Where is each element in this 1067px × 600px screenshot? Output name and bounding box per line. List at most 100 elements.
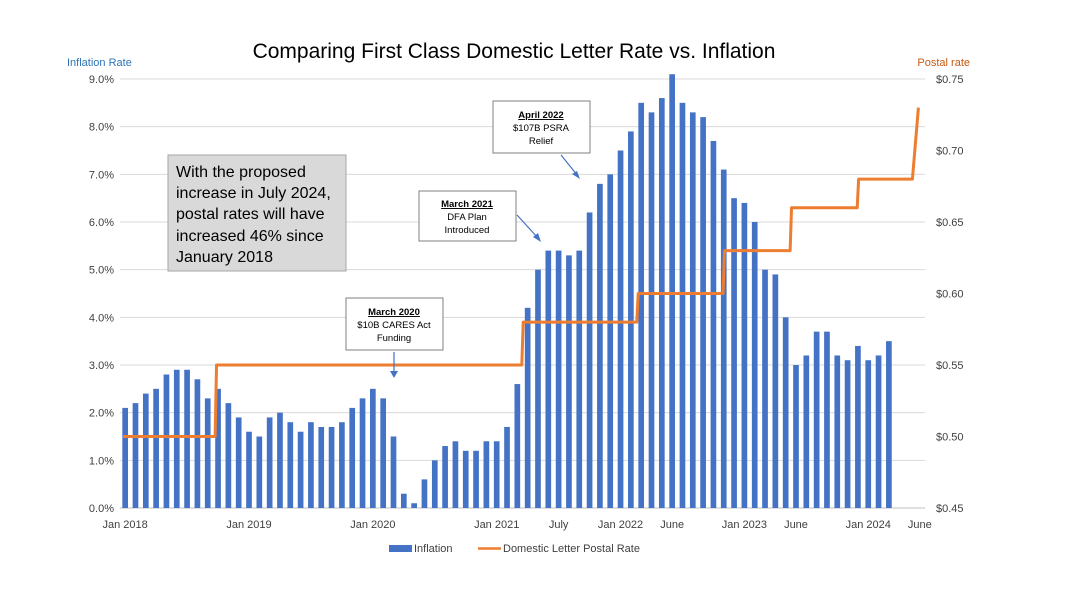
- x-tick-label: Jan 2018: [103, 519, 148, 531]
- inflation-bar: [122, 407, 128, 508]
- inflation-bar: [452, 441, 459, 508]
- annotation-line: $107B PSRA: [513, 123, 570, 134]
- inflation-bar: [607, 174, 614, 509]
- inflation-bar: [308, 422, 314, 508]
- inflation-bar: [689, 112, 696, 508]
- inflation-bar: [328, 426, 335, 508]
- annotation-line: Relief: [529, 136, 554, 147]
- inflation-bar: [545, 250, 552, 508]
- inflation-bar: [287, 422, 294, 508]
- inflation-bar: [555, 250, 562, 508]
- left-tick-label: 4.0%: [89, 312, 114, 324]
- inflation-bar: [772, 274, 779, 508]
- inflation-bar: [504, 426, 510, 508]
- left-axis-title: Inflation Rate: [67, 57, 132, 69]
- annotation-box: [345, 297, 444, 351]
- note-line-4: increased 46% since: [176, 228, 324, 245]
- right-tick-label: $0.45: [936, 503, 964, 515]
- chart-title: Comparing First Class Domestic Letter Ra…: [253, 40, 776, 63]
- left-tick-label: 3.0%: [89, 360, 114, 372]
- annotation-box: [418, 190, 517, 242]
- inflation-bar: [235, 417, 242, 508]
- left-tick-label: 0.0%: [89, 503, 114, 515]
- inflation-bar: [359, 398, 366, 508]
- inflation-bar: [638, 102, 645, 508]
- right-tick-label: $0.70: [936, 146, 964, 158]
- inflation-bar: [173, 369, 180, 508]
- inflation-bar: [163, 374, 170, 508]
- inflation-bar: [669, 74, 675, 508]
- annotation-march-2021: March 2021 DFA Plan Introduced: [418, 190, 541, 242]
- arrow-head-icon: [572, 171, 580, 179]
- inflation-bar: [473, 450, 479, 508]
- annotation-march-2020: March 2020 $10B CARES Act Funding: [345, 297, 444, 378]
- right-tick-label: $0.60: [936, 289, 964, 301]
- legend-inflation-swatch: [389, 545, 412, 552]
- inflation-bar: [442, 446, 448, 508]
- annotation-title: March 2021: [441, 199, 493, 210]
- inflation-bar: [803, 355, 810, 508]
- inflation-bar: [751, 222, 758, 508]
- inflation-bar: [524, 307, 531, 508]
- postal-rate-line: [123, 107, 920, 438]
- inflation-bar: [194, 379, 201, 508]
- inflation-bar: [782, 317, 789, 508]
- annotation-title: March 2020: [368, 307, 420, 318]
- inflation-bar: [865, 360, 872, 508]
- inflation-bar: [339, 422, 345, 508]
- note-box-background: [167, 154, 347, 272]
- annotation-line: DFA Plan: [447, 212, 487, 223]
- annotation-title: April 2022: [518, 110, 563, 121]
- inflation-bars: [122, 74, 892, 509]
- inflation-bar: [793, 365, 799, 508]
- annotation-april-2022: April 2022 $107B PSRA Relief: [492, 100, 591, 179]
- left-axis-ticks: 0.0% 1.0% 2.0% 3.0% 4.0% 5.0% 6.0% 7.0% 8.0% 9.0%: [89, 74, 114, 515]
- x-tick-label: June: [784, 519, 808, 531]
- inflation-bar: [431, 460, 438, 508]
- right-tick-label: $0.75: [936, 74, 964, 86]
- inflation-bar: [741, 202, 748, 508]
- right-tick-label: $0.55: [936, 360, 964, 372]
- note-line-2: increase in July 2024,: [176, 185, 331, 202]
- inflation-bar: [349, 407, 356, 508]
- inflation-bar: [256, 436, 263, 508]
- annotation-arrow: [516, 214, 539, 239]
- inflation-bar: [535, 269, 541, 508]
- note-line-5: January 2018: [176, 249, 273, 266]
- inflation-bar: [824, 331, 830, 508]
- inflation-bar: [813, 331, 820, 508]
- inflation-bar: [886, 341, 892, 508]
- x-axis-ticks: Jan 2018 Jan 2019 Jan 2020 Jan 2021 July Jan …: [103, 519, 932, 531]
- inflation-bar: [597, 183, 603, 508]
- postal-rate-step-line: [123, 107, 920, 438]
- x-tick-label: Jan 2022: [598, 519, 643, 531]
- inflation-bar: [493, 441, 500, 508]
- x-tick-label: Jan 2019: [226, 519, 271, 531]
- inflation-bar: [679, 102, 686, 508]
- note-line-1: With the proposed: [176, 164, 306, 181]
- inflation-bar: [370, 388, 376, 508]
- right-axis-title: Postal rate: [917, 57, 970, 69]
- inflation-bar: [710, 140, 717, 508]
- inflation-bar: [576, 250, 583, 508]
- inflation-bar: [266, 417, 273, 508]
- inflation-bar: [400, 493, 407, 508]
- inflation-bar: [762, 269, 768, 508]
- left-tick-label: 8.0%: [89, 122, 114, 134]
- legend: Inflation Domestic Letter Postal Rate: [389, 543, 640, 555]
- inflation-bar: [514, 384, 521, 508]
- inflation-bar: [246, 431, 252, 508]
- inflation-bar: [566, 255, 572, 508]
- inflation-bar: [411, 503, 417, 508]
- left-tick-label: 7.0%: [89, 169, 114, 181]
- inflation-bar: [586, 212, 593, 508]
- x-tick-label: June: [908, 519, 932, 531]
- inflation-bar: [132, 403, 139, 508]
- inflation-bar: [855, 345, 861, 508]
- inflation-bar: [844, 360, 851, 508]
- inflation-bar: [720, 169, 727, 509]
- x-tick-label: Jan 2021: [474, 519, 519, 531]
- inflation-bar: [731, 198, 737, 508]
- x-tick-label: June: [660, 519, 684, 531]
